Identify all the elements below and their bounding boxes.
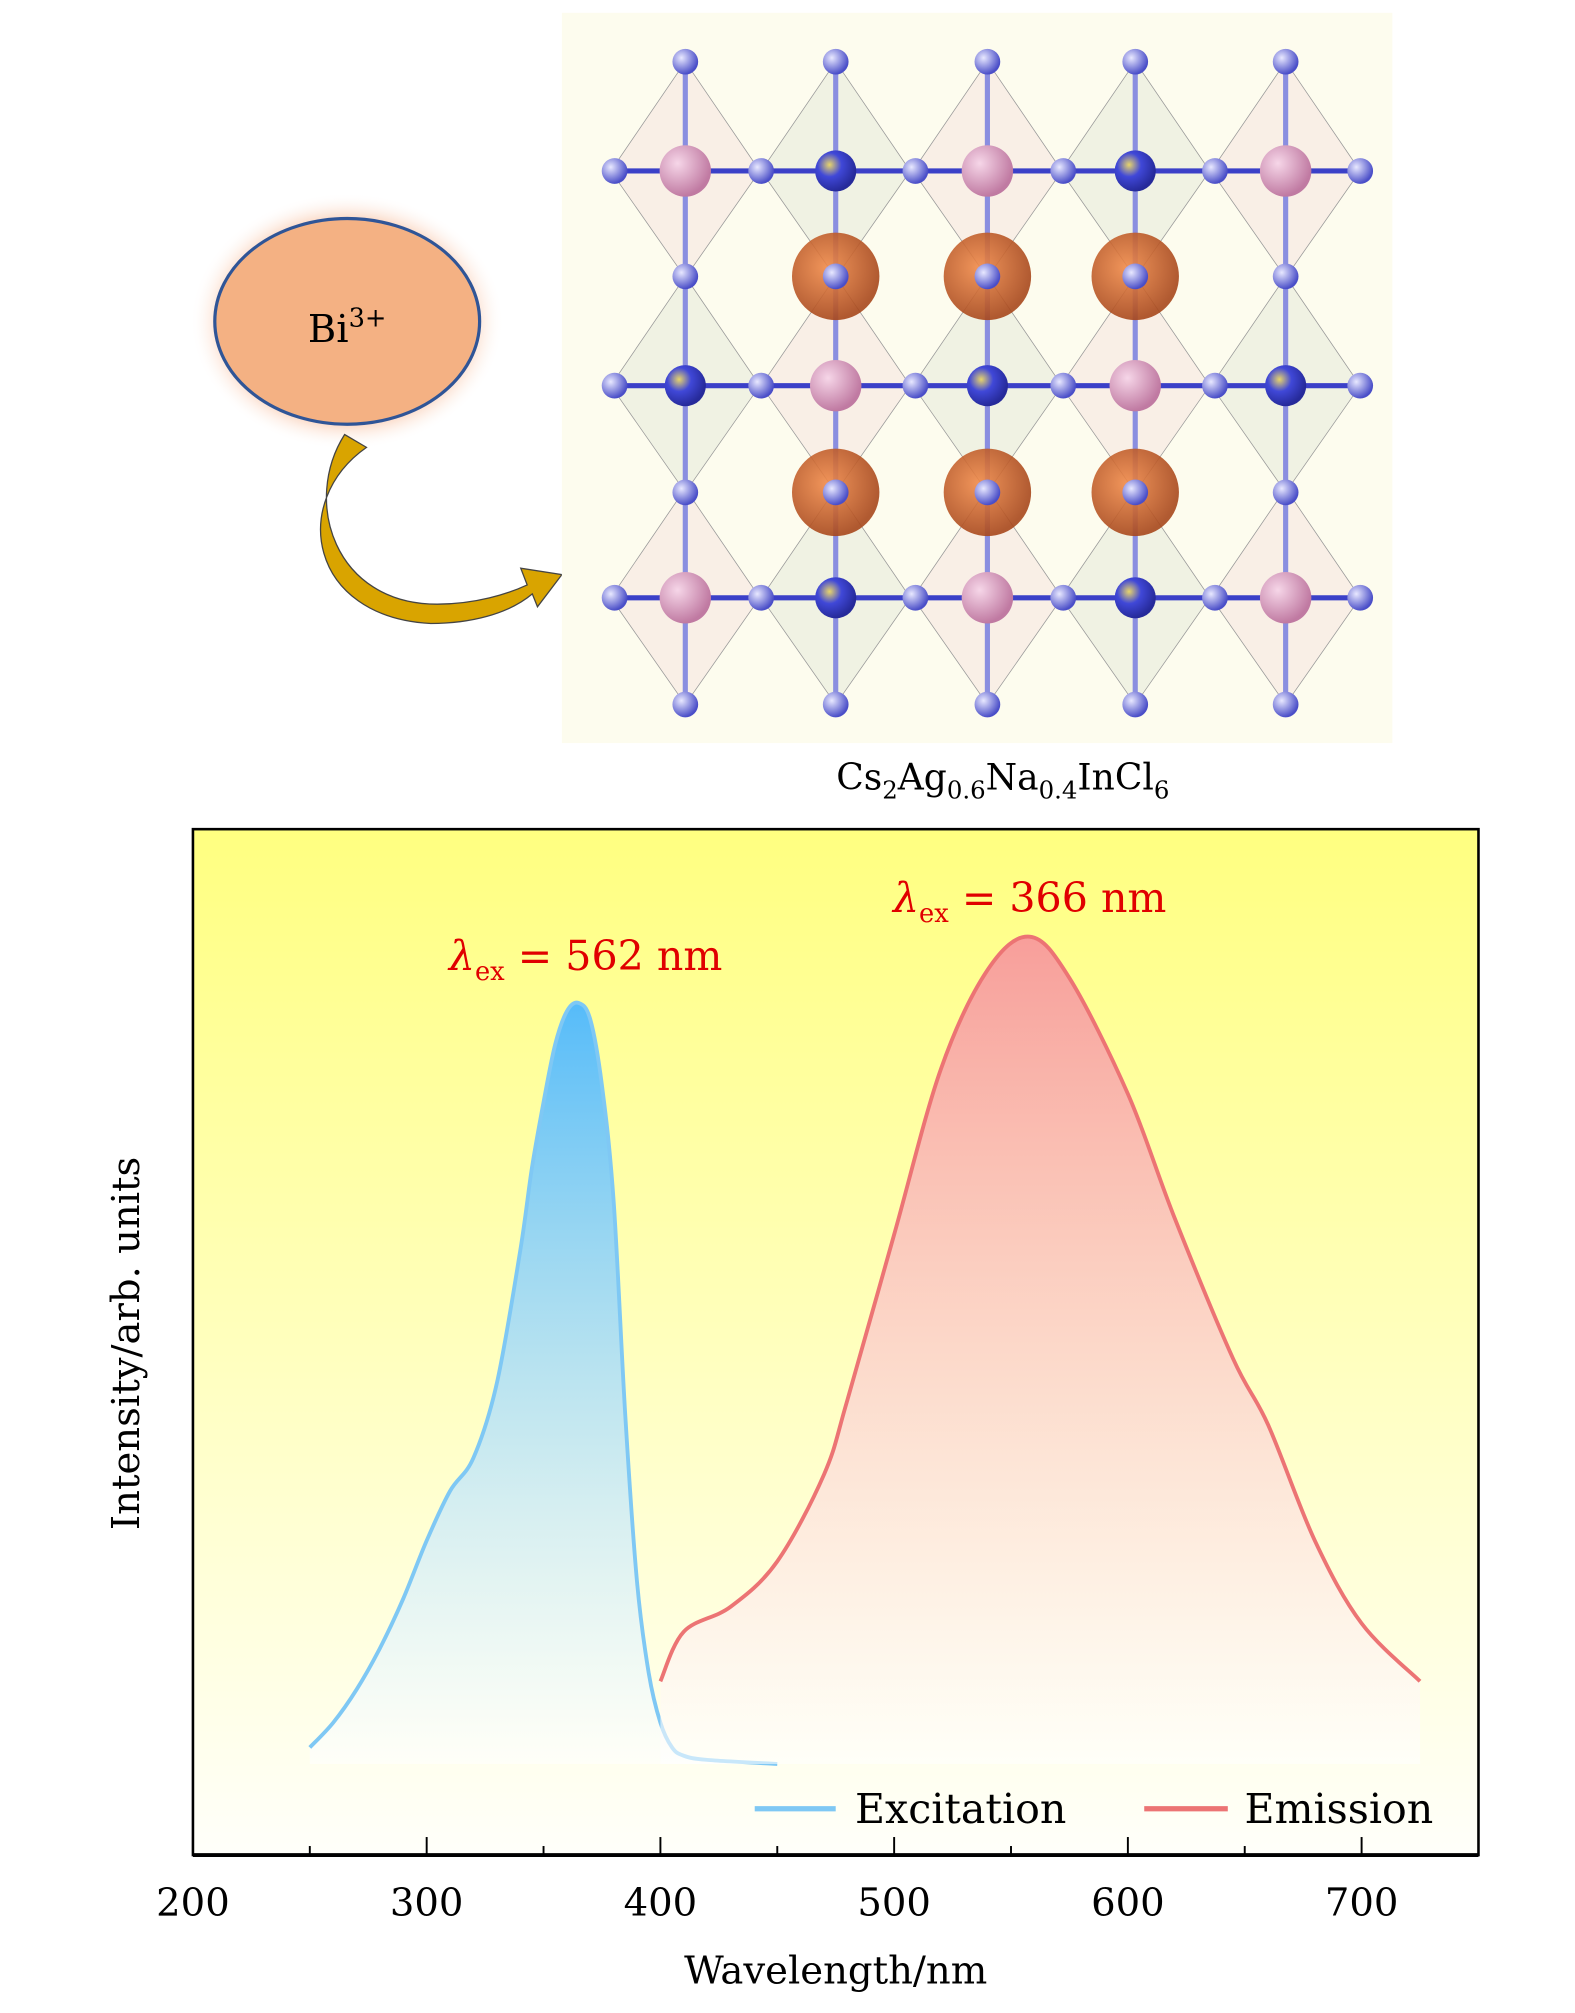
- legend: Excitation Emission: [754, 1785, 1434, 1833]
- legend-label-excitation: Excitation: [855, 1785, 1066, 1833]
- ag-na-atom: [1265, 365, 1307, 407]
- cl-atom: [1050, 584, 1077, 611]
- ag-na-atom: [815, 150, 857, 192]
- cl-atom: [601, 158, 628, 184]
- cl-atom: [1202, 584, 1228, 611]
- annotation-symbol: λ: [447, 932, 475, 980]
- cl-atom: [1122, 479, 1149, 506]
- excitation-line: [308, 1000, 778, 1766]
- ag-na-atom: [664, 365, 706, 407]
- cl-atom: [1272, 263, 1299, 290]
- cl-atom: [1122, 691, 1149, 718]
- in-atom: [1109, 359, 1161, 412]
- cl-atom: [822, 691, 849, 718]
- ion-label-base: Bi: [308, 307, 349, 352]
- in-atom: [1259, 145, 1312, 197]
- cl-atom: [748, 584, 775, 611]
- ag-na-atom: [815, 577, 857, 619]
- cl-atom: [974, 479, 1001, 506]
- formula-subscript: 0.6: [947, 775, 986, 804]
- in-atom: [809, 359, 862, 412]
- ag-na-atom: [1114, 150, 1156, 192]
- in-atom: [961, 145, 1014, 197]
- cl-atom: [974, 691, 1001, 718]
- formula-caption: Cs2Ag0.6Na0.4InCl6: [836, 757, 1169, 804]
- doping-arrow: [320, 433, 564, 625]
- in-atom: [1259, 572, 1312, 624]
- cl-atom: [672, 691, 699, 718]
- cl-atom: [1050, 158, 1077, 184]
- cl-atom: [1272, 479, 1299, 506]
- cl-atom: [748, 372, 775, 399]
- cl-atom: [822, 479, 849, 506]
- cl-atom: [1202, 372, 1228, 399]
- cl-atom: [748, 158, 775, 184]
- cl-atom: [974, 263, 1001, 290]
- annotation-text: = 562 nm: [505, 932, 723, 980]
- formula-subscript: 6: [1154, 775, 1170, 804]
- excitation-area: [309, 1002, 778, 1765]
- formula-subscript: 0.4: [1039, 775, 1078, 804]
- ag-na-atom: [966, 365, 1008, 407]
- formula-part: Na: [986, 757, 1039, 798]
- cl-atom: [902, 372, 929, 399]
- formula-part: Ag: [897, 757, 947, 798]
- in-atom: [659, 145, 712, 197]
- peak-annotation: λex = 366 nm: [891, 874, 1166, 929]
- ion-label: Bi3+: [308, 304, 387, 352]
- emission-area: [660, 936, 1421, 1765]
- cl-atom: [1202, 158, 1228, 184]
- x-tick-label: 400: [624, 1880, 698, 1925]
- cl-atom: [974, 48, 1001, 75]
- emission-line: [658, 934, 1422, 1683]
- in-atom: [659, 572, 712, 624]
- cl-atom: [1347, 372, 1374, 399]
- formula-part: InCl: [1077, 757, 1153, 798]
- x-tick-label: 700: [1325, 1880, 1399, 1925]
- cl-atom: [1050, 372, 1077, 399]
- cl-atom: [1272, 48, 1299, 75]
- cl-atom: [672, 48, 699, 75]
- cl-atom: [1122, 263, 1149, 290]
- in-atom: [961, 572, 1014, 624]
- ag-na-atom: [1114, 577, 1156, 619]
- cl-atom: [1347, 584, 1374, 611]
- peak-annotation: λex = 562 nm: [447, 932, 722, 987]
- formula-subscript: 2: [882, 775, 898, 804]
- cl-atom: [1272, 691, 1299, 718]
- cl-atom: [672, 263, 699, 290]
- legend-label-emission: Emission: [1245, 1785, 1434, 1833]
- cl-atom: [822, 263, 849, 290]
- cl-atom: [822, 48, 849, 75]
- bi-ion: Bi3+: [190, 192, 505, 450]
- ion-label-sup: 3+: [349, 304, 387, 334]
- x-tick-label: 200: [156, 1880, 230, 1925]
- cl-atom: [672, 479, 699, 506]
- annotation-subscript: ex: [919, 899, 949, 929]
- annotation-symbol: λ: [891, 874, 919, 922]
- cl-atom: [1122, 48, 1149, 75]
- cl-atom: [902, 158, 929, 184]
- cl-atom: [601, 372, 628, 399]
- annotation-subscript: ex: [475, 957, 505, 987]
- cl-atom: [601, 584, 628, 611]
- crystal-structure-panel: [561, 12, 1393, 744]
- x-axis-label: Wavelength/nm: [684, 1949, 987, 1994]
- y-axis-label: Intensity/arb. units: [104, 1157, 149, 1530]
- x-tick-label: 300: [390, 1880, 464, 1925]
- x-tick-label: 600: [1091, 1880, 1165, 1925]
- formula-part: Cs: [836, 757, 882, 798]
- ion-ellipse: [213, 216, 482, 426]
- cl-atom: [902, 584, 929, 611]
- x-tick-label: 500: [857, 1880, 931, 1925]
- annotation-text: = 366 nm: [949, 874, 1167, 922]
- cl-atom: [1347, 158, 1374, 184]
